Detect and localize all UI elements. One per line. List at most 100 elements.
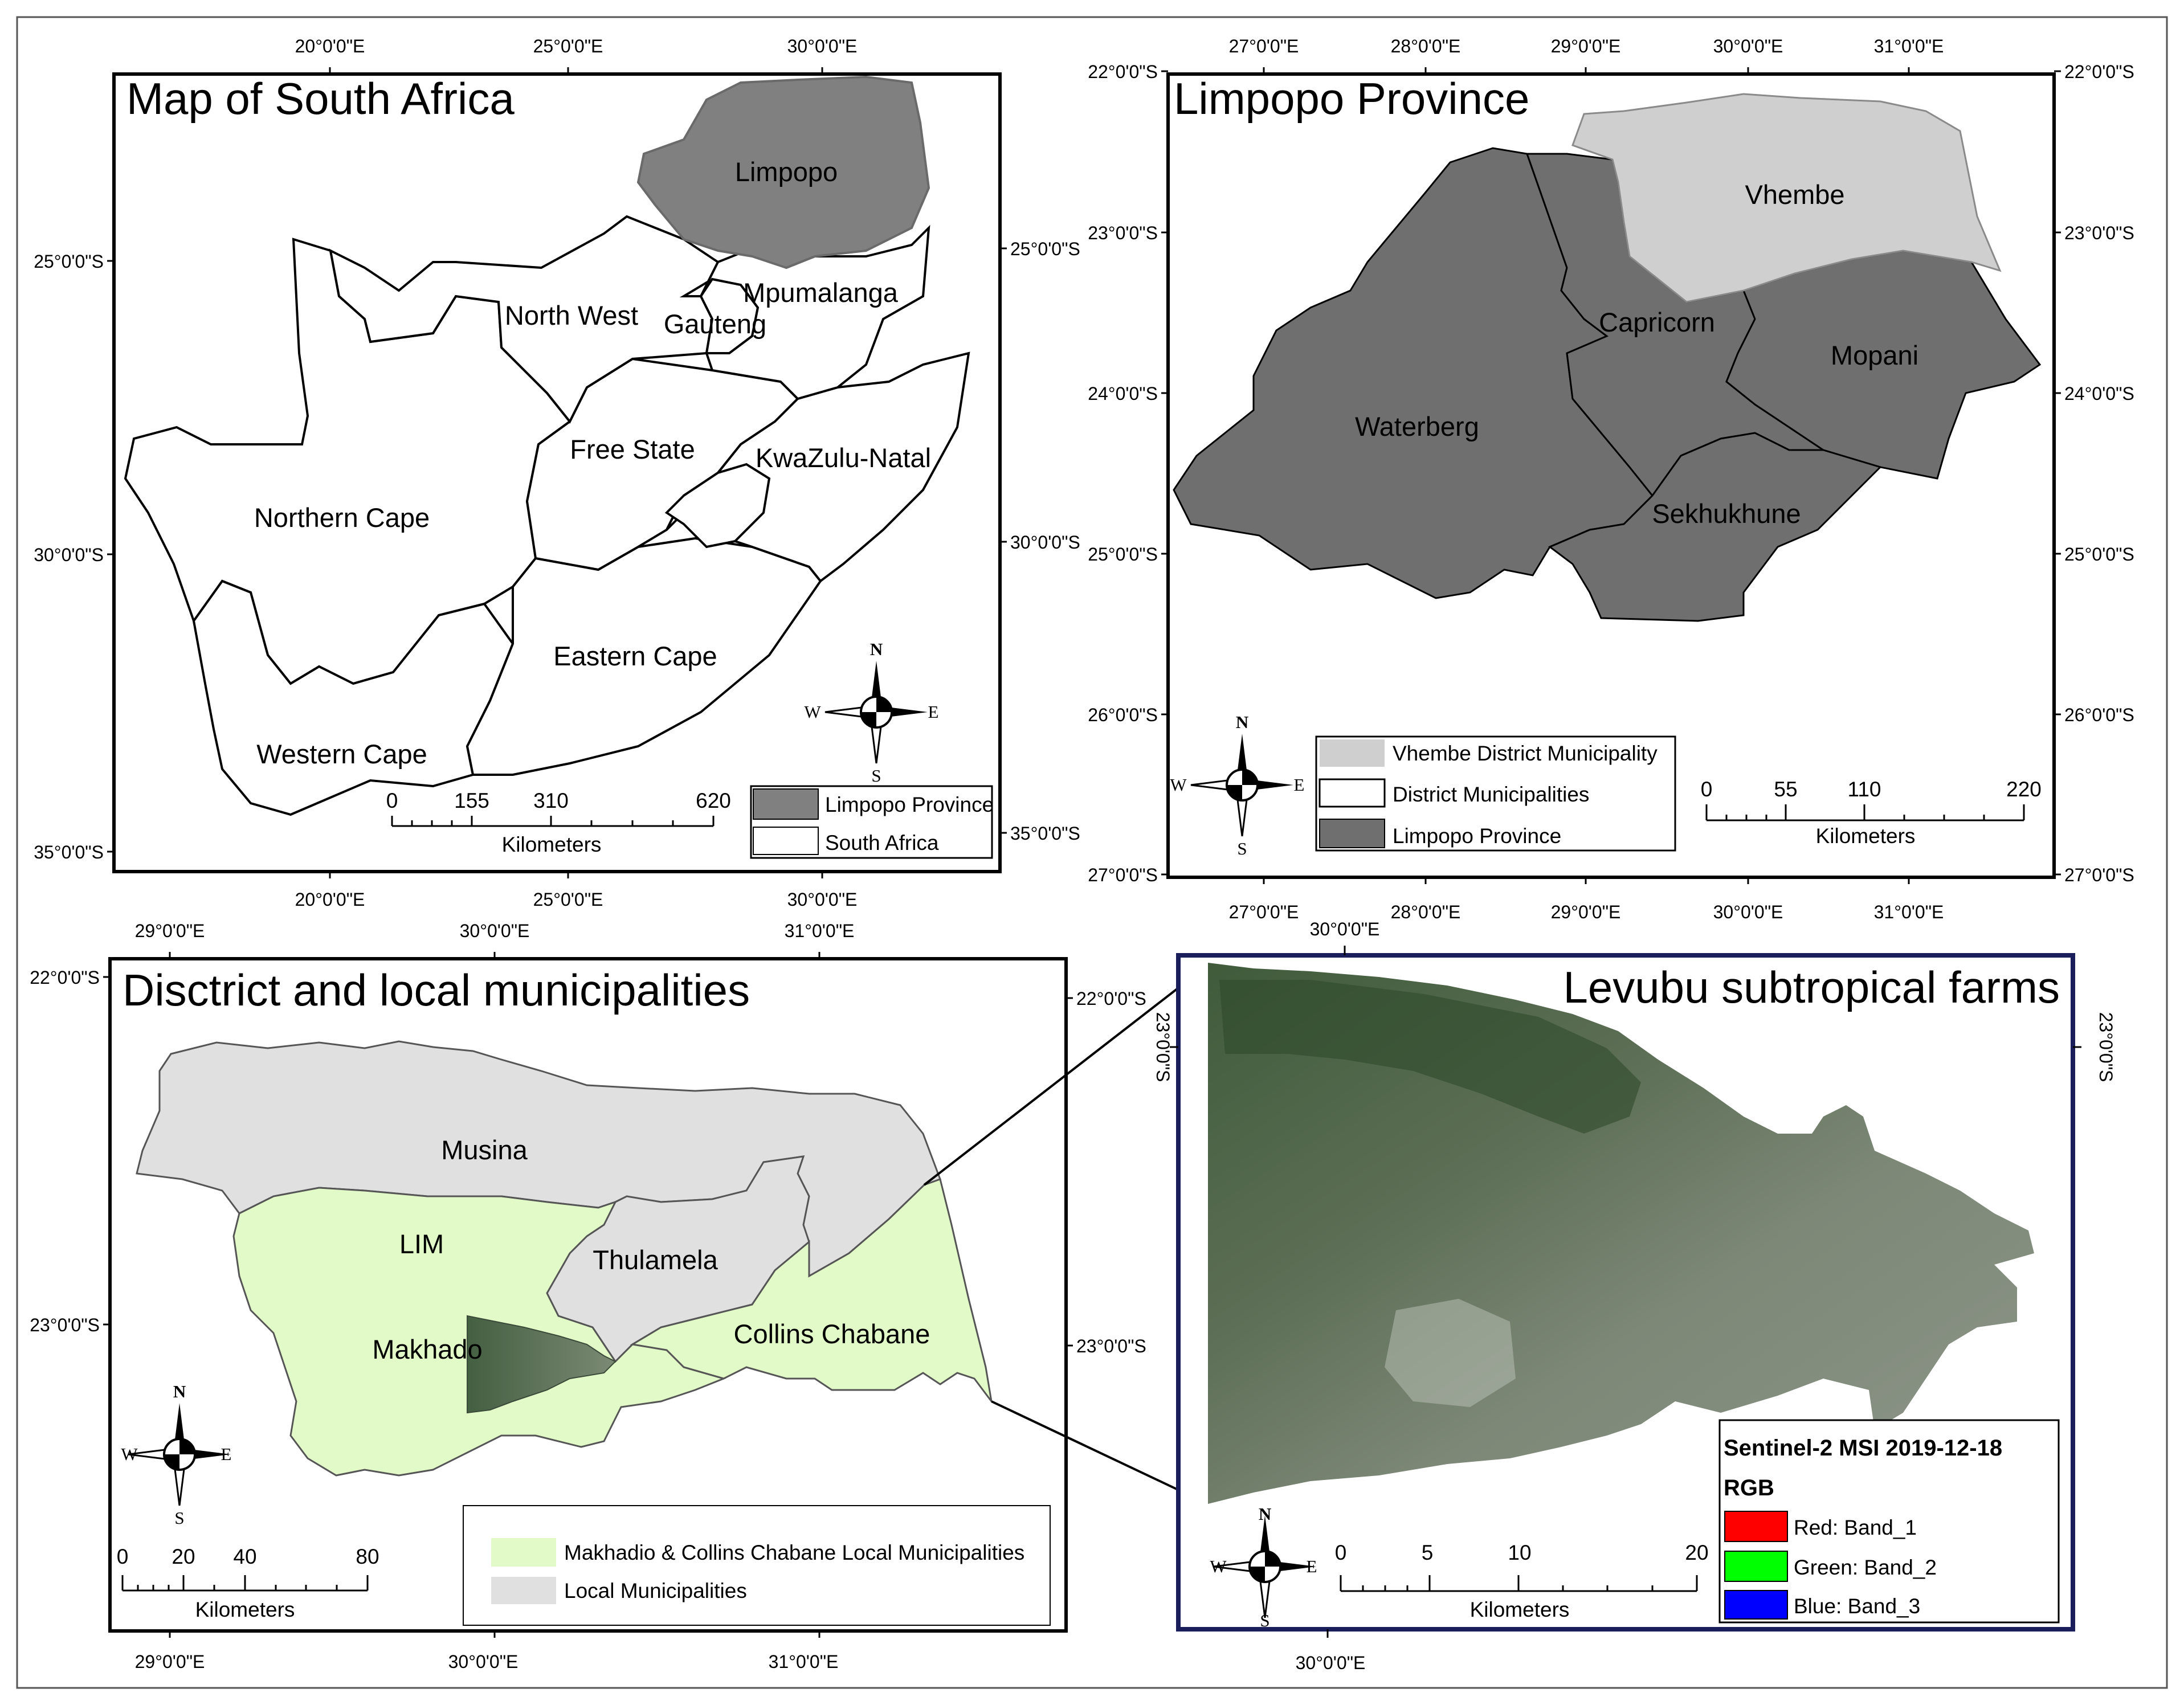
limpopo-scale-label-0: 0 <box>1701 778 1713 801</box>
limpopo-left-tick-3: 24°0'0"S <box>1088 383 1158 404</box>
levubu-scale-unit: Kilometers <box>1470 1598 1570 1621</box>
sa-scale-label-3: 620 <box>696 789 731 812</box>
sa-bottom-tick-1: 20°0'0"E <box>295 889 365 910</box>
levubu-compass-n: N <box>1259 1504 1271 1524</box>
district-compass-s: S <box>174 1508 184 1528</box>
band-label-red: Red: Band_1 <box>1794 1516 1917 1539</box>
district-compass-n: N <box>173 1381 186 1401</box>
limpopo-legend-swatch-districts <box>1318 778 1386 808</box>
panel-limpopo: Vhembe Capricorn Mopani Waterberg Sekhuk… <box>1088 36 2134 922</box>
limpopo-left-tick-6: 27°0'0"S <box>1088 865 1158 885</box>
sa-scale-label-0: 0 <box>386 789 398 812</box>
sa-left-tick-3: 35°0'0"S <box>34 842 104 862</box>
limpopo-legend-label-province: Limpopo Province <box>1393 824 1561 848</box>
sa-compass-w: W <box>804 702 821 722</box>
limpopo-bottom-tick-1: 27°0'0"E <box>1229 902 1299 922</box>
sa-label-mpumalanga: Mpumalanga <box>743 277 899 308</box>
levubu-scale-bar: 0 5 10 20 Kilometers <box>1335 1541 1709 1621</box>
district-legend-swatch-local <box>491 1577 556 1604</box>
vhembe-shape <box>1571 93 2002 303</box>
limpopo-top-tick-5: 31°0'0"E <box>1874 36 1944 56</box>
levubu-graticule-ticks <box>1170 946 2081 1638</box>
limpopo-right-tick-4: 25°0'0"S <box>2064 544 2134 565</box>
sa-left-tick-1: 25°0'0"S <box>34 251 104 272</box>
sa-label-kwazulu-natal: KwaZulu-Natal <box>756 443 931 473</box>
limpopo-label-waterberg: Waterberg <box>1355 411 1479 441</box>
sa-legend-swatch-limpopo <box>753 788 819 820</box>
district-top-tick-2: 30°0'0"E <box>460 921 530 941</box>
district-compass-e: E <box>221 1444 232 1464</box>
sa-right-tick-1: 25°0'0"S <box>1010 239 1080 259</box>
limpopo-label-sekhukhune: Sekhukhune <box>1652 498 1801 529</box>
sa-compass-s: S <box>871 766 881 786</box>
levubu-compass-s: S <box>1260 1610 1269 1630</box>
sa-legend-swatch-sa <box>753 827 819 855</box>
limpopo-bottom-tick-4: 30°0'0"E <box>1713 902 1783 922</box>
district-bottom-tick-2: 30°0'0"E <box>448 1651 519 1672</box>
district-legend: Makhadio & Collins Chabane Local Municip… <box>463 1505 1051 1626</box>
limpopo-label-mopani: Mopani <box>1831 340 1918 370</box>
sa-label-western-cape: Western Cape <box>256 739 427 769</box>
district-legend-label-highlight: Makhadio & Collins Chabane Local Municip… <box>564 1541 1024 1564</box>
band-swatch-green <box>1724 1551 1788 1582</box>
sa-graticule-ticks <box>107 67 1007 878</box>
limpopo-top-tick-3: 29°0'0"E <box>1551 36 1621 56</box>
satellite-bright-patch <box>1385 1299 1516 1407</box>
levubu-scale-label-1: 5 <box>1422 1541 1434 1564</box>
sa-label-limpopo: Limpopo <box>735 157 838 187</box>
district-scale-label-0: 0 <box>117 1545 129 1568</box>
limpopo-scale-label-3: 220 <box>2006 778 2042 801</box>
panel-south-africa: Limpopo North West Gauteng Mpumalanga Fr… <box>34 36 1080 910</box>
limpopo-right-tick-3: 24°0'0"S <box>2064 383 2134 404</box>
limpopo-right-tick-6: 27°0'0"S <box>2064 865 2134 885</box>
district-scale-label-2: 40 <box>233 1545 256 1568</box>
levubu-map-title: Levubu subtropical farms <box>1564 962 2060 1012</box>
lesotho-shape <box>664 463 771 549</box>
band-label-blue: Blue: Band_3 <box>1794 1594 1920 1618</box>
district-north-arrow-icon: N S W E <box>121 1381 231 1528</box>
sa-label-gauteng: Gauteng <box>664 309 766 339</box>
district-left-tick-2: 23°0'0"S <box>30 1315 100 1335</box>
district-right-tick-2: 23°0'0"S <box>1076 1336 1146 1356</box>
limpopo-left-tick-4: 25°0'0"S <box>1088 544 1158 565</box>
limpopo-map-title: Limpopo Province <box>1174 73 1529 124</box>
district-label-musina: Musina <box>441 1135 528 1165</box>
levubu-compass-w: W <box>1210 1556 1227 1576</box>
district-label-makhado: Makhado <box>372 1334 482 1364</box>
sa-scale-label-2: 310 <box>533 789 569 812</box>
sekhukhune-shape <box>1548 432 1882 622</box>
district-legend-label-local: Local Municipalities <box>564 1579 747 1602</box>
district-top-tick-1: 29°0'0"E <box>135 921 205 941</box>
sa-bottom-tick-3: 30°0'0"E <box>787 889 858 910</box>
limpopo-north-arrow-icon: N S W E <box>1170 712 1304 858</box>
district-top-tick-3: 31°0'0"E <box>785 921 855 941</box>
district-graticule-ticks <box>103 952 1073 1638</box>
sentinel-legend-subtitle: RGB <box>1724 1475 1774 1500</box>
district-scale-label-3: 80 <box>356 1545 379 1568</box>
collins-chabane-shape <box>630 1178 993 1402</box>
limpopo-legend-swatch-province <box>1319 819 1385 848</box>
district-right-tick-1: 22°0'0"S <box>1076 988 1146 1009</box>
satellite-dark-ridge <box>1219 980 1641 1134</box>
limpopo-scale-label-2: 110 <box>1848 778 1881 801</box>
sa-compass-n: N <box>870 639 883 659</box>
band-swatch-blue <box>1724 1590 1788 1620</box>
levubu-top-tick-1: 30°0'0"E <box>1310 919 1380 939</box>
sa-scale-label-1: 155 <box>454 789 489 812</box>
band-label-green: Green: Band_2 <box>1794 1556 1937 1579</box>
sa-label-eastern-cape: Eastern Cape <box>553 641 717 671</box>
band-swatch-red <box>1724 1511 1788 1542</box>
sa-right-tick-2: 30°0'0"S <box>1010 532 1080 553</box>
district-label-lim: LIM <box>399 1229 444 1259</box>
district-label-thulamela: Thulamela <box>593 1245 718 1275</box>
sa-left-tick-2: 30°0'0"S <box>34 545 104 565</box>
limpopo-legend-label-vhembe: Vhembe District Municipality <box>1393 742 1658 765</box>
limpopo-bottom-tick-2: 28°0'0"E <box>1391 902 1461 922</box>
limpopo-top-tick-2: 28°0'0"E <box>1391 36 1461 56</box>
levubu-north-arrow-icon: N S W E <box>1210 1504 1317 1630</box>
limpopo-bottom-tick-5: 31°0'0"E <box>1874 902 1944 922</box>
limpopo-label-capricorn: Capricorn <box>1599 307 1715 337</box>
panel-district: Musina LIM Thulamela Makhado Collins Cha… <box>30 921 1146 1672</box>
sa-scale-unit: Kilometers <box>502 833 602 856</box>
